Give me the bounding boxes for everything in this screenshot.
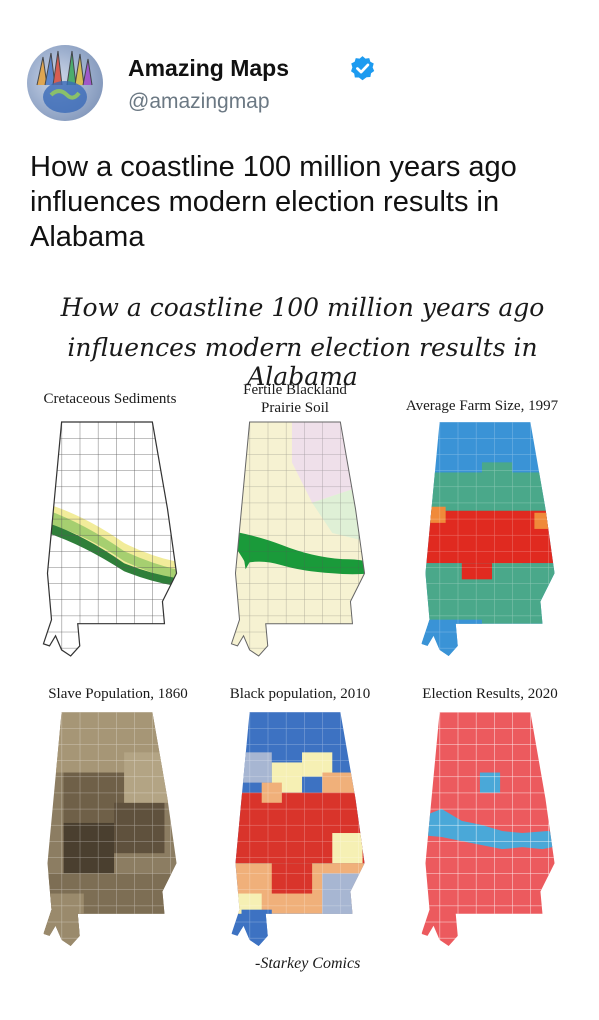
map-black-population bbox=[231, 712, 365, 946]
label-election-results: Election Results, 2020 bbox=[422, 686, 558, 702]
label-cretaceous-sediments: Cretaceous Sediments bbox=[43, 391, 177, 407]
map-average-farm-size bbox=[421, 422, 555, 656]
label-black-population: Black population, 2010 bbox=[229, 686, 371, 702]
credit-text: -Starkey Comics bbox=[255, 955, 361, 972]
avatar[interactable] bbox=[27, 45, 103, 121]
tweet-header: Amazing Maps @amazingmap bbox=[27, 45, 587, 125]
verified-badge-icon bbox=[351, 56, 375, 81]
label-average-farm-size: Average Farm Size, 1997 bbox=[405, 398, 559, 414]
map-election-results bbox=[421, 712, 555, 946]
infographic-title-line2: influences modern election results in Al… bbox=[67, 333, 538, 391]
account-handle[interactable]: @amazingmap bbox=[128, 90, 270, 113]
map-cretaceous-sediments bbox=[42, 421, 178, 657]
label-blackland-prairie: Fertile Blackland Prairie Soil bbox=[220, 381, 370, 417]
label-slave-population: Slave Population, 1860 bbox=[48, 686, 188, 702]
label-blackland-prairie-line1: Fertile Blackland bbox=[243, 382, 347, 398]
map-blackland-prairie bbox=[230, 421, 366, 657]
avatar-hands-image bbox=[36, 50, 93, 113]
globe-icon bbox=[43, 81, 87, 113]
tweet-text: How a coastline 100 million years ago in… bbox=[30, 151, 517, 253]
infographic-image: How a coastline 100 million years ago in… bbox=[20, 285, 585, 985]
label-blackland-prairie-line2: Prairie Soil bbox=[261, 400, 329, 416]
infographic-title-line1: How a coastline 100 million years ago bbox=[60, 293, 545, 322]
display-name[interactable]: Amazing Maps bbox=[128, 55, 290, 81]
map-slave-population bbox=[43, 712, 177, 946]
